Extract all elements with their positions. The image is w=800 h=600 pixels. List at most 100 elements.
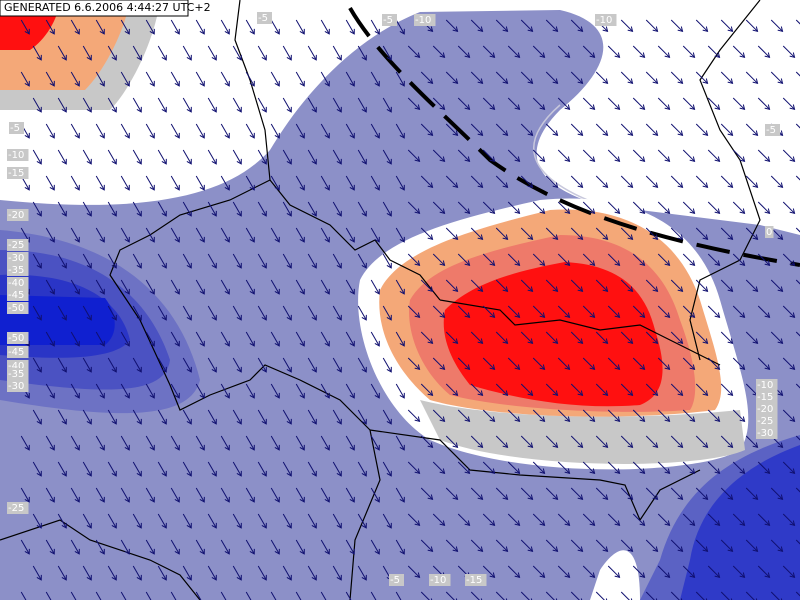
wind-arrow (145, 279, 155, 295)
wind-arrow (795, 279, 800, 285)
wind-arrow (220, 487, 230, 503)
wind-arrow (107, 565, 117, 581)
wind-arrow (195, 279, 205, 295)
arrow-shaft (82, 149, 92, 165)
wind-arrow (770, 19, 784, 32)
arrow-shaft (507, 45, 520, 58)
arrow-head (452, 546, 459, 552)
arrow-shaft (657, 253, 670, 266)
arrow-head (124, 340, 130, 347)
arrow-shaft (695, 19, 708, 32)
arrow-shaft (407, 149, 420, 162)
contour-label: -30 (8, 381, 24, 392)
wind-arrow (682, 253, 696, 266)
arrow-shaft (170, 435, 180, 451)
arrow-head (702, 442, 709, 448)
wind-arrow (145, 487, 155, 503)
wind-arrow (245, 279, 255, 295)
wind-arrow (207, 97, 217, 113)
contour (533, 104, 601, 206)
arrow-shaft (420, 487, 433, 500)
arrow-shaft (320, 487, 330, 503)
wind-arrow (457, 357, 471, 370)
arrow-head (727, 546, 734, 552)
arrow-shaft (245, 591, 252, 600)
arrow-head (527, 78, 534, 84)
wind-arrow (532, 253, 546, 266)
arrow-head (714, 104, 721, 110)
arrow-shaft (132, 97, 142, 113)
arrow-shaft (195, 227, 205, 243)
arrow-head (349, 392, 355, 399)
arrow-head (186, 366, 192, 373)
arrow-shaft (170, 71, 180, 87)
contour-label: -5 (10, 123, 20, 134)
arrow-head (211, 418, 217, 425)
contour-label: -20 (757, 404, 773, 415)
arrow-head (136, 106, 142, 113)
wind-arrow (45, 487, 55, 503)
arrow-head (714, 468, 721, 474)
arrow-shaft (507, 149, 520, 162)
arrow-head (336, 418, 342, 425)
arrow-head (161, 366, 167, 373)
arrow-shaft (795, 227, 800, 233)
arrow-shaft (132, 409, 142, 425)
arrow-head (311, 366, 317, 373)
wind-arrow (382, 149, 392, 165)
wind-arrow (270, 591, 277, 600)
arrow-head (502, 546, 509, 552)
arrow-head (174, 28, 180, 35)
arrow-shaft (595, 123, 608, 136)
arrow-shaft (257, 305, 267, 321)
arrow-shaft (195, 331, 205, 347)
arrow-head (789, 104, 796, 110)
arrow-shaft (782, 253, 795, 266)
arrow-head (414, 468, 421, 474)
arrow-head (452, 494, 459, 500)
arrow-head (577, 182, 584, 188)
arrow-head (149, 80, 155, 87)
arrow-head (702, 390, 709, 396)
arrow-shaft (595, 591, 605, 600)
arrow-shaft (407, 357, 420, 370)
arrow-shaft (82, 97, 92, 113)
arrow-shaft (282, 201, 292, 217)
arrow-shaft (682, 97, 695, 110)
wind-arrow (795, 331, 800, 337)
wind-arrow (670, 175, 684, 188)
wind-arrow (682, 565, 696, 578)
wind-arrow (620, 331, 634, 344)
wind-arrow (245, 123, 255, 139)
wind-arrow (382, 45, 392, 61)
arrow-shaft (32, 461, 42, 477)
contour-label: -50 (8, 303, 24, 314)
wind-arrow (795, 591, 800, 597)
arrow-shaft (257, 97, 267, 113)
arrow-shaft (620, 123, 633, 136)
arrow-shaft (770, 539, 783, 552)
arrow-head (149, 132, 155, 139)
arrow-head (286, 210, 292, 217)
arrow-head (136, 522, 142, 529)
arrow-head (261, 522, 267, 529)
arrow-shaft (270, 175, 280, 191)
arrow-head (639, 312, 646, 318)
wind-arrow (95, 591, 102, 600)
wind-arrow (207, 149, 217, 165)
wind-arrow (57, 513, 67, 529)
wind-arrow (407, 565, 421, 578)
arrow-shaft (345, 123, 355, 139)
arrow-shaft (282, 305, 292, 321)
wind-arrow (382, 253, 392, 269)
wind-arrow (145, 19, 155, 35)
arrow-head (527, 338, 534, 344)
wind-arrow (45, 383, 55, 399)
arrow-shaft (257, 45, 267, 61)
arrow-head (514, 156, 521, 162)
wind-arrow (607, 253, 621, 266)
arrow-shaft (157, 305, 167, 321)
arrow-shaft (120, 71, 130, 87)
arrow-shaft (270, 435, 280, 451)
arrow-shaft (45, 383, 55, 399)
